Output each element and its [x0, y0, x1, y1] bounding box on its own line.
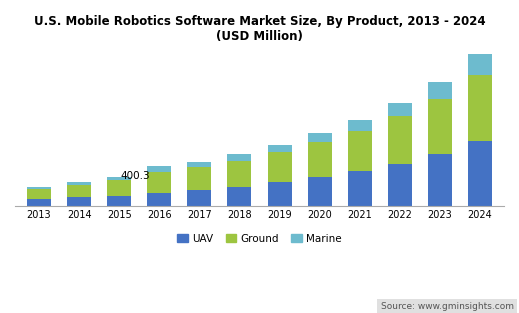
Text: 400.3: 400.3: [120, 171, 150, 181]
Bar: [267, 182, 292, 206]
Bar: [67, 185, 91, 197]
Bar: [27, 187, 51, 189]
Bar: [428, 154, 452, 206]
Bar: [267, 145, 292, 152]
Bar: [227, 161, 252, 187]
Bar: [428, 82, 452, 99]
Bar: [468, 54, 492, 75]
Bar: [107, 180, 131, 196]
Bar: [147, 167, 171, 172]
Bar: [187, 162, 211, 167]
Bar: [388, 163, 412, 206]
Bar: [227, 187, 252, 206]
Bar: [67, 197, 91, 206]
Bar: [428, 99, 452, 154]
Bar: [187, 190, 211, 206]
Legend: UAV, Ground, Marine: UAV, Ground, Marine: [173, 229, 346, 248]
Bar: [308, 134, 332, 142]
Bar: [147, 172, 171, 193]
Bar: [27, 199, 51, 206]
Bar: [348, 171, 372, 206]
Bar: [468, 141, 492, 206]
Bar: [388, 116, 412, 163]
Bar: [227, 154, 252, 161]
Bar: [107, 177, 131, 180]
Bar: [348, 120, 372, 131]
Bar: [308, 177, 332, 206]
Bar: [67, 182, 91, 185]
Bar: [187, 167, 211, 190]
Bar: [348, 131, 372, 171]
Title: U.S. Mobile Robotics Software Market Size, By Product, 2013 - 2024
(USD Million): U.S. Mobile Robotics Software Market Siz…: [34, 15, 485, 43]
Bar: [468, 75, 492, 141]
Bar: [147, 193, 171, 206]
Bar: [308, 142, 332, 177]
Bar: [107, 196, 131, 206]
Text: Source: www.gminsights.com: Source: www.gminsights.com: [381, 302, 514, 311]
Bar: [388, 103, 412, 116]
Bar: [267, 152, 292, 182]
Bar: [27, 189, 51, 199]
